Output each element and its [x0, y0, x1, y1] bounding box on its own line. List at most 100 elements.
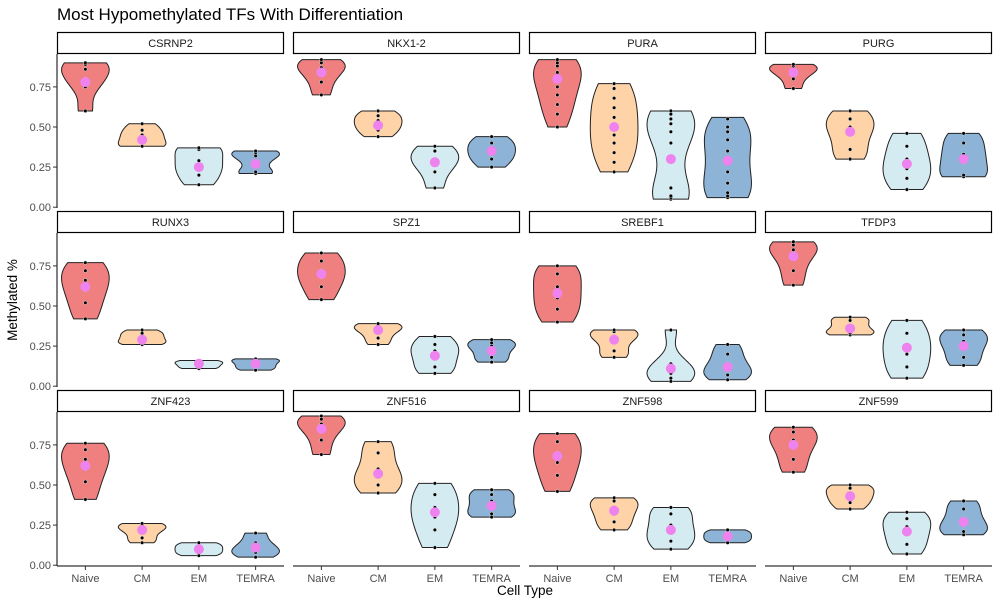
mean-point — [609, 121, 620, 132]
data-point — [489, 141, 494, 146]
data-point — [555, 473, 560, 478]
data-point — [961, 332, 966, 337]
facet-strip-label: TFDP3 — [861, 217, 896, 229]
x-tick-label: CM — [370, 573, 387, 585]
mean-point — [722, 155, 733, 166]
mean-point — [193, 162, 204, 173]
data-point — [83, 268, 88, 273]
facet-panel: NKX1-2 — [292, 31, 521, 190]
facet-panel: ZNF516 Naive CM EM TEMRA — [292, 389, 521, 585]
data-point — [376, 113, 381, 118]
data-point — [376, 336, 381, 341]
y-tick-label: 0.25 — [30, 520, 51, 532]
data-point — [555, 112, 560, 117]
data-point — [83, 300, 88, 305]
data-point — [725, 352, 730, 357]
data-point — [904, 144, 909, 149]
x-tick-label: Naive — [779, 573, 807, 585]
data-point — [432, 334, 437, 339]
data-point — [904, 352, 909, 357]
data-point — [848, 116, 853, 121]
mean-point — [609, 505, 620, 516]
y-axis-title: Methylated % — [5, 259, 20, 341]
data-point — [904, 187, 909, 192]
facet-strip — [292, 389, 521, 413]
data-point — [612, 96, 617, 101]
data-point — [668, 511, 673, 516]
x-tick-label: TEMRA — [708, 573, 747, 585]
data-point — [376, 482, 381, 487]
x-tick-label: CM — [842, 573, 859, 585]
facet-strip-label: SPZ1 — [393, 217, 421, 229]
data-point — [140, 328, 145, 333]
mean-point — [788, 251, 799, 262]
data-point — [253, 531, 258, 536]
data-point — [612, 328, 617, 333]
data-point — [791, 283, 796, 288]
facet-strip-label: ZNF423 — [151, 396, 191, 408]
data-point — [612, 150, 617, 155]
mean-point — [486, 345, 497, 356]
data-point — [791, 62, 796, 67]
mean-point — [901, 526, 912, 537]
facet-strip — [292, 31, 521, 55]
data-point — [555, 271, 560, 276]
mean-point — [788, 67, 799, 78]
data-point — [904, 131, 909, 136]
y-tick-label: 0.50 — [30, 480, 51, 492]
data-point — [612, 133, 617, 138]
data-point — [376, 108, 381, 113]
mean-point — [486, 500, 497, 511]
data-point — [432, 144, 437, 149]
data-point — [489, 165, 494, 170]
data-point — [489, 487, 494, 492]
data-point — [555, 320, 560, 325]
facet-strip — [56, 210, 285, 234]
data-point — [83, 479, 88, 484]
data-point — [725, 377, 730, 382]
data-point — [791, 457, 796, 462]
mean-point — [373, 325, 384, 336]
x-tick-label: CM — [606, 573, 623, 585]
mean-point — [845, 323, 856, 334]
mean-point — [250, 542, 261, 553]
facet-panels: CSRNP2 0.00 0.25 0.50 0.75 NKX1-2 PURA PURG RUNX… — [30, 31, 993, 585]
mean-point — [901, 342, 912, 353]
data-point — [904, 510, 909, 515]
data-point — [555, 57, 560, 62]
facet-strip-label: CSRNP2 — [148, 38, 193, 50]
data-point — [904, 516, 909, 521]
data-point — [668, 108, 673, 113]
data-point — [668, 547, 673, 552]
data-point — [319, 251, 324, 256]
x-tick-label: TEMRA — [472, 573, 511, 585]
data-point — [612, 81, 617, 86]
data-point — [612, 519, 617, 524]
data-point — [791, 76, 796, 81]
data-point — [904, 376, 909, 381]
y-tick-label: 0.00 — [30, 202, 51, 214]
data-point — [612, 348, 617, 353]
data-point — [83, 441, 88, 446]
data-point — [555, 70, 560, 75]
data-point — [961, 355, 966, 360]
data-point — [848, 500, 853, 505]
data-point — [140, 144, 145, 149]
data-point — [489, 355, 494, 360]
data-point — [489, 157, 494, 162]
mean-point — [373, 120, 384, 131]
mean-point — [901, 158, 912, 169]
data-point — [196, 173, 201, 178]
data-point — [791, 470, 796, 475]
data-point — [319, 57, 324, 62]
data-point — [961, 363, 966, 368]
y-tick-label: 0.00 — [30, 560, 51, 572]
data-point — [555, 489, 560, 494]
data-point — [612, 86, 617, 91]
x-tick-label: EM — [663, 573, 680, 585]
data-point — [83, 457, 88, 462]
x-tick-label: Naive — [71, 573, 99, 585]
data-point — [196, 158, 201, 163]
data-point — [319, 284, 324, 289]
facet-strip — [56, 31, 285, 55]
